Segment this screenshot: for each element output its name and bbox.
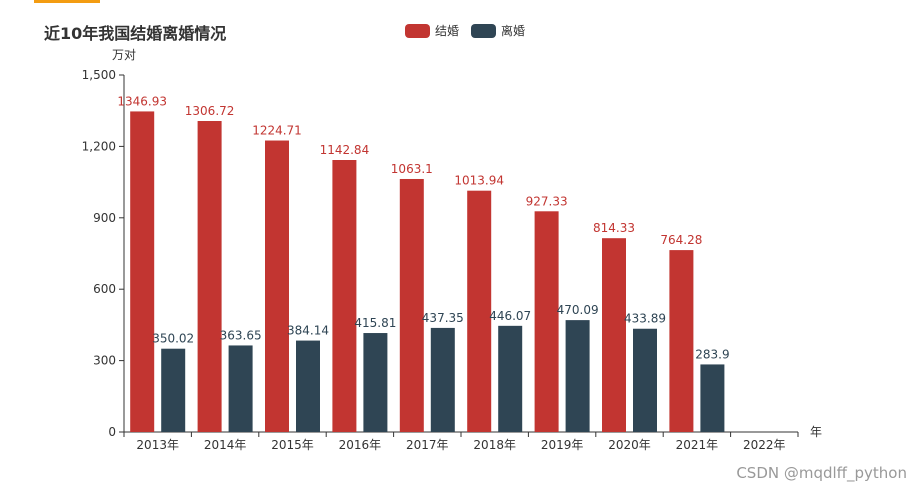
data-label-divorce: 350.02 xyxy=(152,332,194,346)
y-tick-label: 300 xyxy=(93,354,116,368)
data-label-divorce: 384.14 xyxy=(287,324,329,338)
legend-label-marriage: 结婚 xyxy=(435,24,460,38)
legend-item-marriage[interactable]: 结婚 xyxy=(405,22,459,39)
data-label-marriage: 1063.1 xyxy=(391,162,433,176)
x-tick-label: 2019年 xyxy=(541,438,584,452)
y-tick-label: 1,500 xyxy=(82,68,116,82)
x-tick-label: 2016年 xyxy=(339,438,382,452)
data-label-marriage: 764.28 xyxy=(660,233,702,247)
bar-divorce xyxy=(296,340,320,432)
bar-marriage xyxy=(467,190,492,432)
data-label-marriage: 814.33 xyxy=(593,221,635,235)
bar-marriage xyxy=(534,211,559,432)
data-label-marriage: 1346.93 xyxy=(117,94,167,108)
bar-divorce xyxy=(161,348,186,432)
legend-item-divorce[interactable]: 离婚 xyxy=(471,22,525,39)
bar-marriage xyxy=(130,111,155,432)
bar-divorce xyxy=(228,345,253,432)
x-tick-label: 2017年 xyxy=(406,438,449,452)
bar-divorce xyxy=(498,325,523,432)
bar-marriage xyxy=(399,178,424,432)
bar-divorce xyxy=(700,364,725,432)
data-label-divorce: 446.07 xyxy=(489,309,531,323)
bar-marriage xyxy=(332,160,357,432)
x-tick-label: 2020年 xyxy=(608,438,651,452)
data-label-marriage: 1224.71 xyxy=(252,124,302,138)
top-accent-bar xyxy=(34,0,100,3)
legend-swatch-divorce xyxy=(471,23,497,38)
y-tick-label: 900 xyxy=(93,211,116,225)
y-tick-label: 0 xyxy=(108,425,116,439)
bar-divorce xyxy=(565,320,590,432)
x-tick-label: 2018年 xyxy=(473,438,516,452)
x-tick-label: 2022年 xyxy=(743,438,786,452)
data-label-divorce: 415.81 xyxy=(354,316,396,330)
data-label-marriage: 1013.94 xyxy=(454,174,504,188)
bar-divorce xyxy=(633,328,657,432)
x-tick-label: 2014年 xyxy=(204,438,247,452)
bar-marriage xyxy=(602,238,626,432)
data-label-divorce: 283.9 xyxy=(695,347,729,361)
legend-swatch-marriage xyxy=(405,23,430,38)
y-axis-label: 万对 xyxy=(112,48,136,62)
x-tick-label: 2021年 xyxy=(676,438,719,452)
data-label-marriage: 1142.84 xyxy=(320,143,370,157)
y-tick-label: 600 xyxy=(93,282,116,296)
data-label-marriage: 927.33 xyxy=(526,194,568,208)
legend-label-divorce: 离婚 xyxy=(501,24,526,38)
data-label-marriage: 1306.72 xyxy=(185,104,235,118)
bar-marriage xyxy=(669,250,694,432)
x-tick-label: 2015年 xyxy=(271,438,314,452)
legend: 结婚 离婚 xyxy=(405,22,525,39)
bar-marriage xyxy=(197,121,222,432)
chart-title: 近10年我国结婚离婚情况 xyxy=(44,24,227,43)
x-axis-label: 年 xyxy=(810,425,822,439)
data-label-divorce: 433.89 xyxy=(624,312,666,326)
data-label-divorce: 363.65 xyxy=(220,328,262,342)
bar-marriage xyxy=(265,140,289,432)
bar-divorce xyxy=(363,333,388,432)
data-label-divorce: 437.35 xyxy=(422,311,464,325)
bar-divorce xyxy=(430,327,455,432)
y-tick-label: 1,200 xyxy=(82,139,116,153)
x-tick-label: 2013年 xyxy=(136,438,179,452)
watermark: CSDN @mqdlff_python xyxy=(736,464,907,482)
data-label-divorce: 470.09 xyxy=(557,303,599,317)
